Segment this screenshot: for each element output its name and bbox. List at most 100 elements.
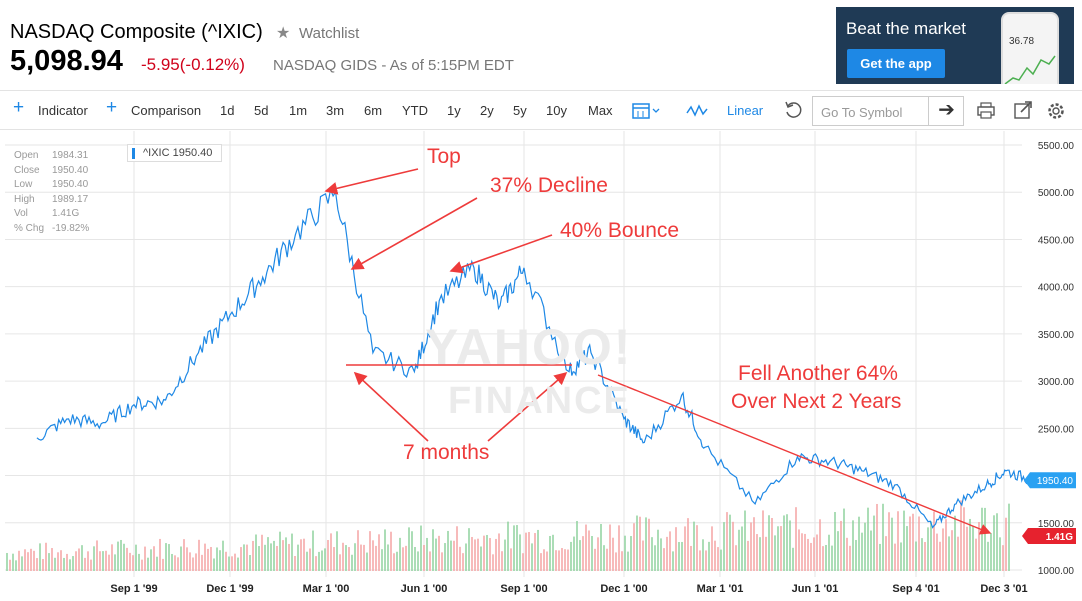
y-tick-label: 4000.00 (1038, 283, 1075, 294)
range-1y[interactable]: 1y (447, 103, 461, 118)
volume-bar (921, 538, 923, 571)
volume-bar (525, 532, 527, 571)
volume-bar (609, 524, 611, 571)
expand-icon[interactable] (1013, 100, 1033, 120)
volume-bar (975, 538, 977, 571)
volume-bar (834, 512, 836, 571)
arrow-right-icon[interactable]: ➔ (928, 97, 964, 125)
get-app-button[interactable]: Get the app (847, 49, 945, 78)
annotation-fell-line2: Over Next 2 Years (731, 390, 902, 413)
volume-bar (858, 516, 860, 571)
volume-bar (801, 533, 803, 571)
range-6m[interactable]: 6m (364, 103, 383, 118)
range-10y[interactable]: 10y (546, 103, 567, 118)
x-tick-label: Dec 3 '01 (980, 583, 1027, 595)
star-icon[interactable]: ★ (276, 25, 291, 42)
ohlc-label: Open (14, 150, 39, 161)
volume-bar (549, 535, 551, 571)
volume-bar (216, 547, 218, 571)
range-3m[interactable]: 3m (326, 103, 345, 118)
x-tick-label: Sep 1 '00 (500, 583, 547, 595)
volume-bar (12, 553, 14, 571)
volume-bar (228, 556, 230, 571)
volume-bar (960, 500, 962, 571)
volume-bar (597, 537, 599, 571)
page-title: NASDAQ Composite (^IXIC) (10, 21, 263, 43)
volume-bar (588, 530, 590, 571)
watchlist-button[interactable]: Watchlist (299, 25, 360, 42)
volume-bar (204, 543, 206, 571)
add-comparison-icon[interactable]: + (106, 97, 118, 118)
current-volume-flag (1022, 528, 1076, 544)
current-volume-label: 1.41G (1046, 532, 1073, 543)
volume-bar (837, 531, 839, 571)
volume-bar (258, 546, 260, 571)
volume-bar (972, 526, 974, 571)
volume-bar (927, 527, 929, 571)
current-price-label: 1950.40 (1037, 476, 1074, 487)
volume-bar (552, 534, 554, 571)
volume-bar (714, 540, 716, 571)
add-indicator-icon[interactable]: + (13, 97, 25, 118)
range-2y[interactable]: 2y (480, 103, 494, 118)
range-ytd[interactable]: YTD (402, 103, 428, 118)
range-max[interactable]: Max (588, 103, 613, 118)
calendar-icon[interactable] (632, 101, 662, 121)
y-tick-label: 1500.00 (1038, 519, 1075, 530)
volume-bar (30, 548, 32, 571)
volume-bar (765, 536, 767, 571)
reset-icon[interactable] (784, 101, 802, 119)
goto-symbol[interactable]: Go To Symbol ➔ (812, 96, 964, 126)
range-5d[interactable]: 5d (254, 103, 269, 118)
annotation-fell-line1: Fell Another 64% (738, 362, 898, 385)
line-chart-icon[interactable] (686, 103, 710, 119)
volume-bar (534, 533, 536, 571)
range-5y[interactable]: 5y (513, 103, 527, 118)
gear-icon[interactable] (1046, 101, 1066, 121)
price-change: -5.95(-0.12%) (141, 55, 245, 74)
volume-bar (270, 543, 272, 571)
volume-bar (84, 557, 86, 571)
volume-bar (693, 521, 695, 571)
comparison-button[interactable]: Comparison (131, 103, 202, 118)
volume-bar (417, 551, 419, 571)
volume-bar (630, 536, 632, 571)
volume-bar (705, 550, 707, 571)
goto-symbol-input[interactable]: Go To Symbol (821, 105, 903, 120)
volume-bar (759, 537, 761, 571)
volume-bar (624, 535, 626, 571)
volume-bar (207, 548, 209, 571)
price-chart[interactable]: 5500.00 5000.00 4500.00 4000.00 3500.00 3000.… (0, 131, 1082, 601)
volume-bar (810, 542, 812, 571)
volume-bar (789, 520, 791, 571)
volume-bar (633, 523, 635, 571)
volume-bar (300, 539, 302, 571)
quote-header: NASDAQ Composite (^IXIC) ★ Watchlist 5,0… (0, 0, 1082, 90)
volume-bar (690, 545, 692, 571)
range-1d[interactable]: 1d (220, 103, 235, 118)
app-ad-banner[interactable]: Beat the market Get the app 36.78 (836, 7, 1074, 84)
volume-bar (657, 529, 659, 571)
range-1m[interactable]: 1m (289, 103, 308, 118)
volume-bar (372, 540, 374, 571)
indicator-button[interactable]: Indicator (38, 103, 88, 118)
series-legend[interactable]: ^IXIC 1950.40 (127, 144, 222, 162)
ad-title: Beat the market (846, 19, 967, 38)
volume-bar (231, 556, 233, 571)
volume-bar (21, 556, 23, 571)
scale-toggle[interactable]: Linear (727, 103, 764, 118)
volume-bar (594, 548, 596, 571)
volume-bar (9, 559, 11, 571)
current-price-flag (1024, 472, 1076, 489)
volume-bar (234, 553, 236, 571)
volume-bar (291, 533, 293, 571)
print-icon[interactable] (976, 101, 996, 119)
volume-bar (189, 552, 191, 571)
ohlc-value: 1950.40 (52, 179, 89, 190)
volume-bar (897, 511, 899, 571)
volume-bar (126, 547, 128, 571)
chart-area[interactable]: 5500.00 5000.00 4500.00 4000.00 3500.00 3000.… (0, 131, 1082, 601)
volume-bar (426, 537, 428, 571)
volume-bar (36, 558, 38, 571)
volume-bar (273, 540, 275, 571)
